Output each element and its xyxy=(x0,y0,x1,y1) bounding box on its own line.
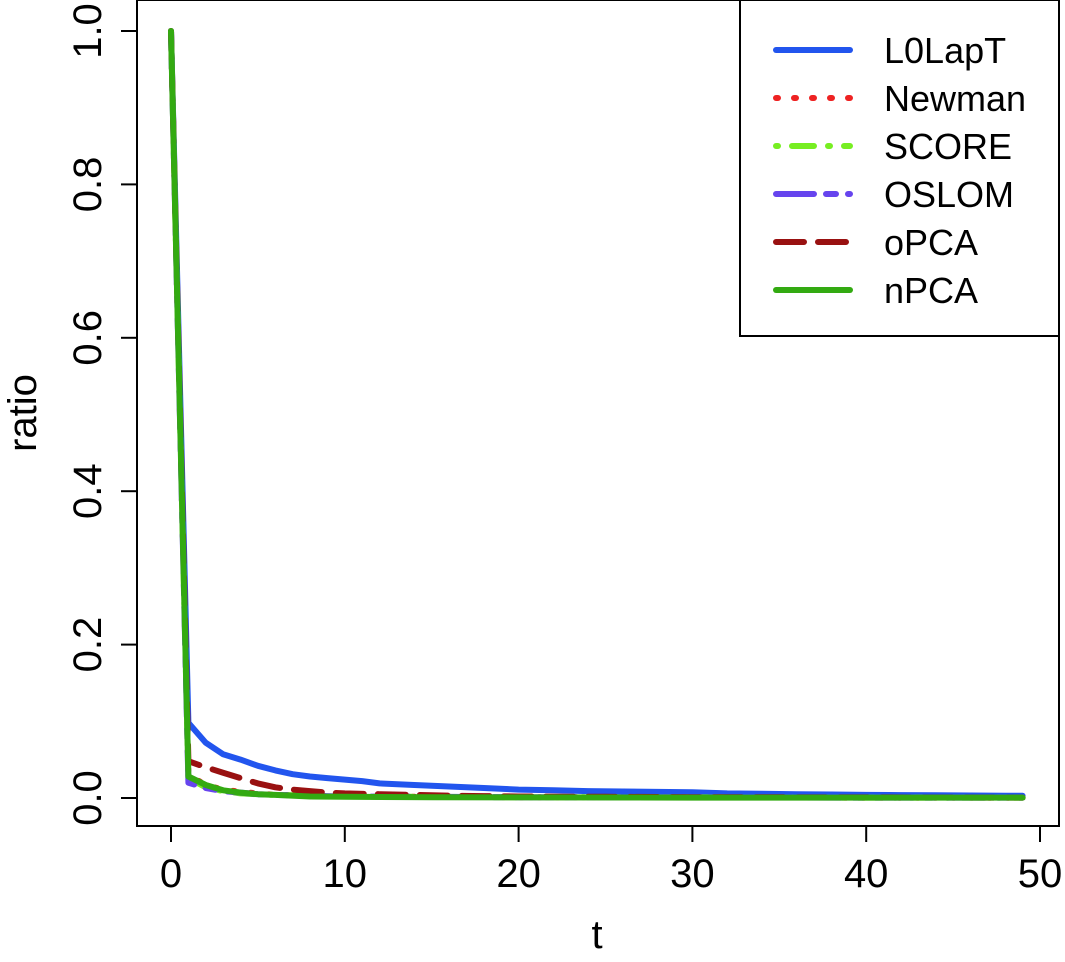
y-tick-label: 0.4 xyxy=(66,463,110,519)
y-tick-label: 0.0 xyxy=(66,770,110,826)
x-axis-title: t xyxy=(591,913,602,957)
x-tick-label: 30 xyxy=(670,852,715,896)
legend-label: nPCA xyxy=(884,270,978,311)
legend: L0LapT Newman SCORE OSLOM oPCA nPCA xyxy=(739,0,1060,337)
x-tick-label: 40 xyxy=(844,852,889,896)
x-tick-label: 0 xyxy=(160,852,182,896)
plot-region xyxy=(168,28,1026,801)
x-tick-label: 50 xyxy=(1018,852,1063,896)
y-tick-label: 1.0 xyxy=(66,3,110,59)
y-tick-label: 0.2 xyxy=(66,617,110,673)
legend-box xyxy=(739,0,1060,337)
y-axis-title: ratio xyxy=(1,374,45,452)
legend-label: oPCA xyxy=(884,222,978,263)
legend-label: Newman xyxy=(884,78,1026,119)
x-axis: 0 10 20 30 40 50 xyxy=(160,825,1063,896)
y-axis: 0.0 0.2 0.4 0.6 0.8 1.0 xyxy=(66,3,138,826)
x-tick-label: 10 xyxy=(323,852,368,896)
legend-label: SCORE xyxy=(884,126,1012,167)
series-line-npca xyxy=(168,28,1026,801)
legend-label: OSLOM xyxy=(884,174,1014,215)
x-tick-label: 20 xyxy=(496,852,541,896)
y-tick-label: 0.8 xyxy=(66,157,110,213)
y-tick-label: 0.6 xyxy=(66,310,110,366)
legend-label: L0LapT xyxy=(884,30,1006,71)
